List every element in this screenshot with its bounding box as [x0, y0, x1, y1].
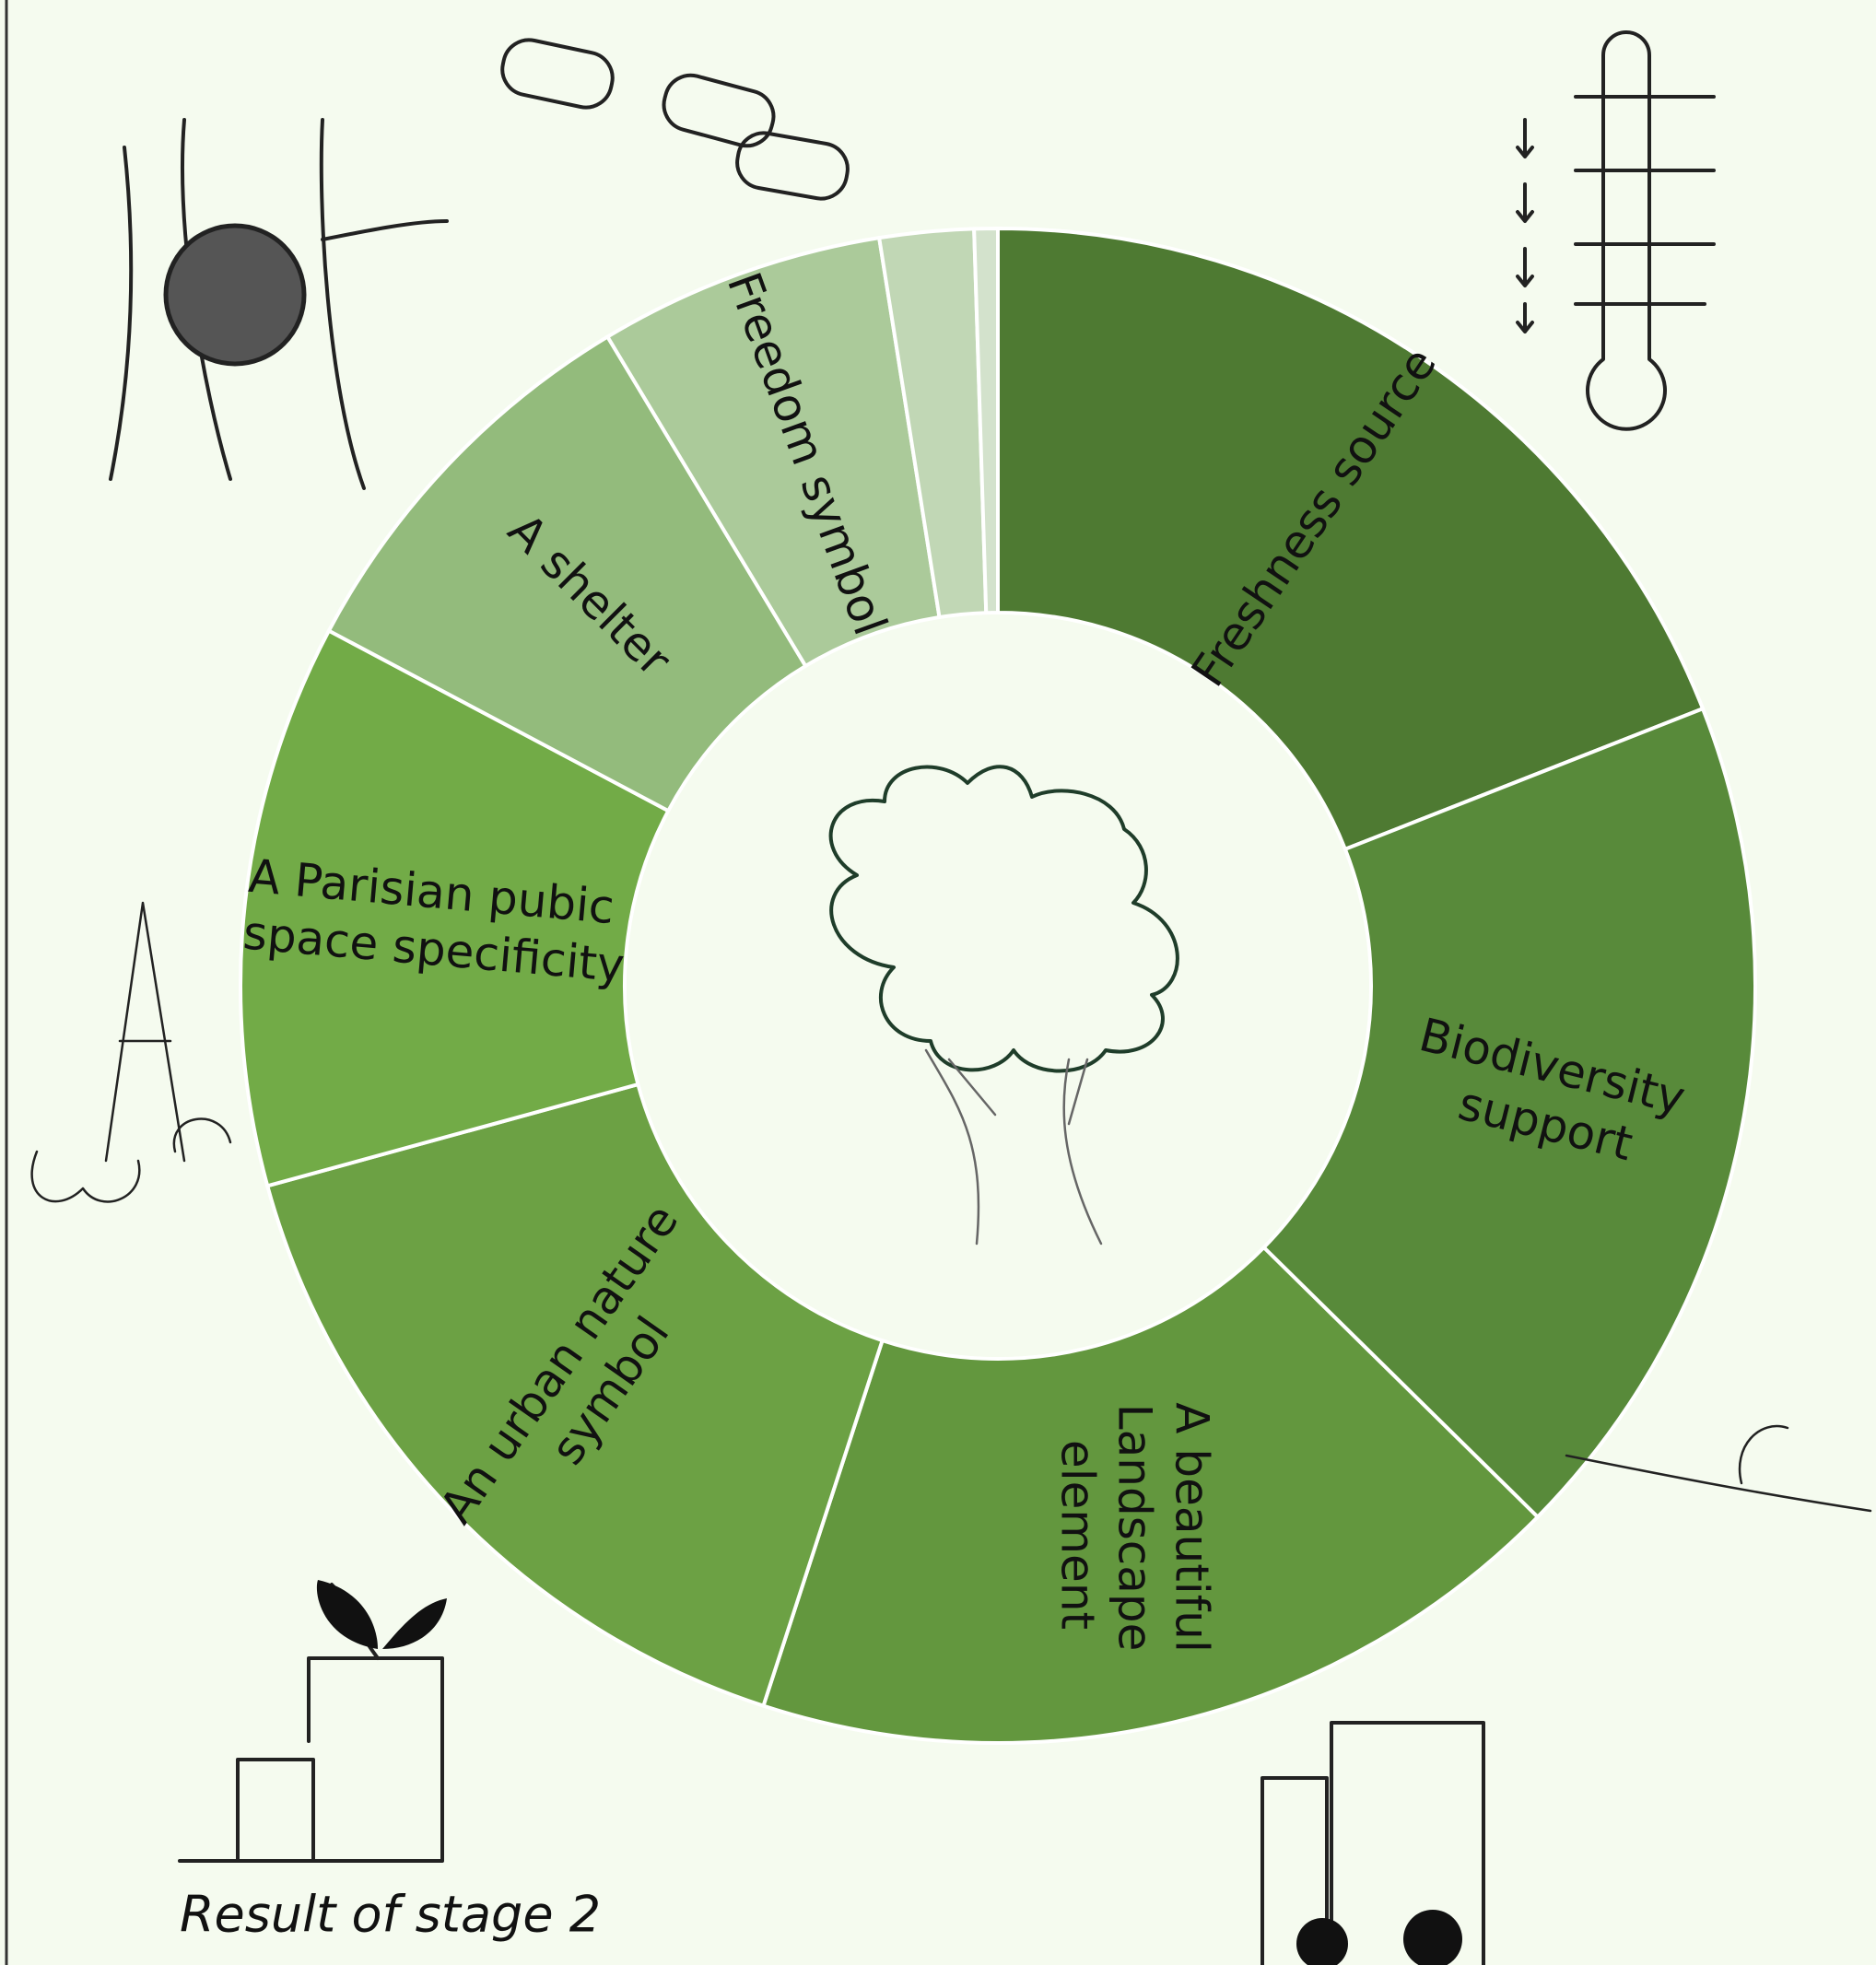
tree-sketch	[828, 765, 1179, 1246]
donut-hole	[627, 614, 1369, 1357]
donut-slice	[239, 627, 671, 1188]
chain-sketch	[500, 38, 850, 201]
eiffel-sketch	[30, 901, 232, 1203]
donut	[239, 226, 1758, 1745]
buildings-sketch	[178, 1580, 447, 1863]
slice-label: A beautiful Landscape element	[1051, 1402, 1219, 1667]
donut-slice	[326, 333, 809, 813]
thermometer-sketch	[1516, 30, 1716, 431]
donut-slice	[760, 1245, 1541, 1745]
caption: Result of stage 2	[180, 1886, 601, 1944]
shrub	[1296, 1918, 1348, 1965]
tree-hole-sketch	[109, 118, 449, 490]
shrub	[1403, 1910, 1462, 1965]
donut-slice	[264, 1082, 885, 1709]
bird-sketch	[1565, 1424, 1872, 1513]
buildings-sketch-2	[1260, 1721, 1485, 1965]
donut-slice	[1260, 706, 1758, 1520]
donut-slice	[972, 226, 1000, 615]
donut-slice	[996, 226, 1706, 852]
